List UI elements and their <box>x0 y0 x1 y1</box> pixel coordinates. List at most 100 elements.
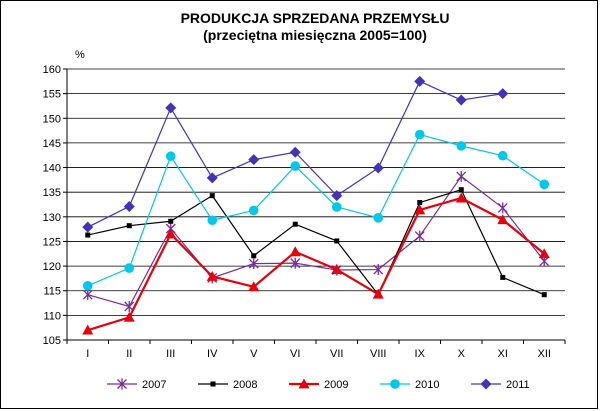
legend-item-2011: 2011 <box>471 378 530 391</box>
data-point-2010-XII <box>539 179 550 190</box>
legend-label: 2007 <box>142 379 166 391</box>
data-point-2009-X <box>455 192 467 203</box>
x-tick-label: XII <box>538 348 551 360</box>
y-tick-label: 145 <box>43 138 61 150</box>
data-point-2008-VII <box>334 238 340 244</box>
data-point-2009-IX <box>414 204 426 215</box>
data-point-2011-VIII <box>372 162 384 174</box>
data-point-2009-IV <box>206 270 218 281</box>
y-tick-label: 105 <box>43 335 61 347</box>
data-point-2010-VII <box>331 202 342 212</box>
legend-swatch-marker <box>390 379 400 389</box>
data-point-2008-VI <box>292 221 298 227</box>
data-point-2007-XI <box>497 202 508 214</box>
y-tick-label: 120 <box>43 261 61 273</box>
x-tick-label: IV <box>207 348 218 360</box>
x-tick-label: III <box>166 348 175 360</box>
y-tick-label: 155 <box>43 89 61 101</box>
data-point-2008-X <box>458 187 464 193</box>
x-tick-label: XI <box>498 348 508 360</box>
series-2009 <box>82 192 550 335</box>
series-layer <box>82 75 550 335</box>
chart-subtitle: (przeciętna miesięczna 2005=100) <box>203 27 427 43</box>
series-2010 <box>82 129 550 291</box>
data-point-2007-X <box>456 170 467 182</box>
data-point-2010-I <box>82 281 93 291</box>
x-tick-label: II <box>126 348 132 360</box>
x-tick-label: IX <box>415 348 426 360</box>
data-point-2010-VIII <box>373 213 384 223</box>
y-axis-unit-label: % <box>75 49 85 61</box>
data-point-2010-II <box>124 263 135 273</box>
data-point-2008-XI <box>500 274 506 280</box>
legend-item-2008: 2008 <box>198 379 257 391</box>
data-point-2011-IX <box>414 75 426 87</box>
series-line-2009 <box>87 196 545 332</box>
data-point-2011-VII <box>331 190 343 202</box>
x-tick-label: I <box>86 348 89 360</box>
data-point-2010-V <box>248 205 259 216</box>
data-point-2009-III <box>165 228 177 239</box>
x-tick-label: VII <box>330 348 343 360</box>
y-tick-label: 160 <box>43 64 61 76</box>
data-point-2008-IV <box>209 193 215 199</box>
data-point-2007-VIII <box>373 264 384 276</box>
data-point-2009-XII <box>538 248 550 259</box>
series-line-2010 <box>87 133 545 287</box>
data-point-2008-V <box>251 253 257 259</box>
data-point-2010-XI <box>497 150 508 161</box>
chart-title: PRODUKCJA SPRZEDANA PRZEMYSŁU <box>181 10 450 26</box>
series-2011 <box>82 75 509 233</box>
x-tick-label: V <box>250 348 258 360</box>
y-tick-label: 115 <box>43 286 61 298</box>
data-point-2010-X <box>456 141 467 151</box>
data-point-2011-X <box>455 94 467 106</box>
grid-layer <box>67 68 565 341</box>
legend: 2007 2008 2009 2010 2011 <box>107 378 530 391</box>
data-point-2011-III <box>165 102 177 114</box>
data-point-2011-V <box>248 154 260 166</box>
data-point-2008-IX <box>417 200 423 206</box>
legend-item-2010: 2010 <box>380 379 439 391</box>
legend-label: 2010 <box>415 379 439 391</box>
legend-label: 2011 <box>506 379 530 391</box>
data-point-2009-VIII <box>372 288 384 299</box>
y-tick-label: 150 <box>43 113 61 125</box>
legend-label: 2008 <box>233 379 257 391</box>
y-tick-label: 110 <box>43 310 61 322</box>
data-point-2009-I <box>82 324 94 335</box>
legend-item-2007: 2007 <box>107 378 166 391</box>
y-tick-label: 130 <box>43 212 61 224</box>
y-tick-label: 140 <box>43 163 61 175</box>
data-point-2009-XI <box>497 214 509 225</box>
x-tick-label: VI <box>290 348 300 360</box>
legend-swatch-marker <box>210 381 216 387</box>
data-point-2007-IX <box>414 230 425 242</box>
x-tick-label: VIII <box>370 348 387 360</box>
series-line-2007 <box>87 175 545 308</box>
data-point-2007-V <box>248 258 259 270</box>
data-point-2010-VI <box>290 161 301 171</box>
data-point-2009-V <box>248 281 260 292</box>
legend-swatch-marker <box>480 378 492 390</box>
data-point-2011-XI <box>497 88 509 100</box>
data-point-2008-XII <box>541 292 547 298</box>
data-point-2008-II <box>126 223 132 229</box>
data-point-2007-I <box>82 289 93 301</box>
data-point-2011-I <box>82 221 94 233</box>
data-point-2010-III <box>165 151 176 162</box>
y-tick-label: 125 <box>43 236 61 248</box>
series-2008 <box>85 187 547 298</box>
data-point-2011-IV <box>206 172 218 184</box>
data-point-2009-II <box>123 311 135 322</box>
x-tick-label: X <box>458 348 466 360</box>
data-point-2010-IX <box>414 129 425 140</box>
legend-item-2009: 2009 <box>289 378 348 391</box>
legend-label: 2009 <box>324 379 348 391</box>
data-point-2008-I <box>85 232 91 238</box>
legend-swatch-marker <box>298 378 310 389</box>
data-point-2011-VI <box>289 146 301 158</box>
